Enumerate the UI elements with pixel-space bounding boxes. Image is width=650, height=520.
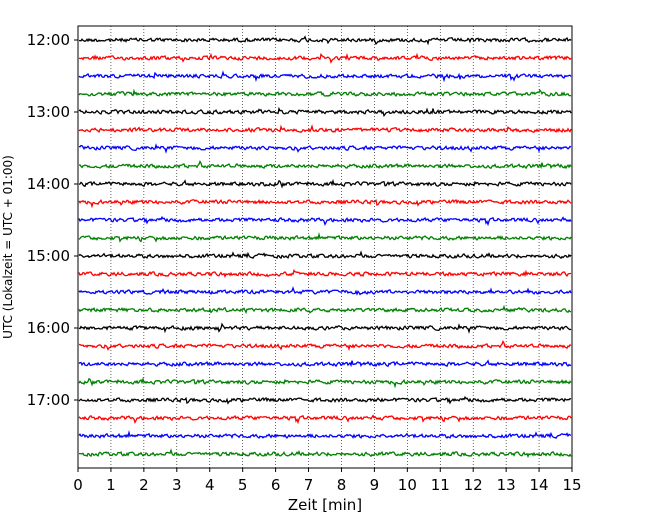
trace-line	[78, 359, 572, 368]
x-tick-label: 3	[172, 476, 182, 494]
y-tick-label: 13:00	[27, 103, 70, 121]
x-tick-label: 4	[205, 476, 215, 494]
x-tick-label: 10	[398, 476, 417, 494]
x-tick-label: 13	[497, 476, 516, 494]
trace-line	[78, 143, 572, 154]
trace-line	[78, 198, 572, 209]
trace-line	[78, 35, 572, 46]
y-axis: 12:00 13:00 14:00 15:00 16:00 17:00	[27, 31, 78, 409]
y-tick-label: 12:00	[27, 31, 70, 49]
trace-line	[78, 340, 572, 352]
y-tick-label: 14:00	[27, 175, 70, 193]
x-tick-label: 6	[271, 476, 281, 494]
trace-line	[78, 88, 572, 98]
trace-line	[78, 376, 572, 389]
y-tick-label: 15:00	[27, 247, 70, 265]
traces	[78, 35, 572, 459]
y-tick-label: 16:00	[27, 319, 70, 337]
x-tick-label: 11	[431, 476, 450, 494]
y-axis-label: UTC (Lokalzeit = UTC + 01:00)	[1, 155, 15, 339]
trace-line	[78, 429, 572, 439]
x-tick-label: 5	[238, 476, 248, 494]
trace-line	[78, 395, 572, 405]
x-axis: 0 1 2 3 4 5 6 7 8 9 10 11 12 13 14 15	[73, 468, 582, 494]
trace-line	[78, 250, 572, 260]
trace-line	[78, 286, 572, 296]
trace-line	[78, 160, 572, 170]
x-tick-label: 8	[337, 476, 347, 494]
x-axis-label: Zeit [min]	[288, 496, 362, 514]
trace-line	[78, 106, 572, 118]
y-tick-label: 17:00	[27, 391, 70, 409]
trace-line	[78, 414, 572, 425]
trace-line	[78, 448, 572, 459]
x-tick-label: 15	[562, 476, 581, 494]
x-tick-label: 9	[370, 476, 380, 494]
trace-line	[78, 70, 572, 83]
trace-line	[78, 178, 572, 189]
x-tick-label: 14	[530, 476, 549, 494]
x-tick-label: 2	[139, 476, 149, 494]
x-tick-label: 7	[304, 476, 314, 494]
trace-line	[78, 231, 572, 243]
x-tick-label: 12	[464, 476, 483, 494]
trace-line	[78, 269, 572, 279]
x-tick-label: 0	[73, 476, 83, 494]
trace-line	[78, 304, 572, 315]
trace-line	[78, 52, 572, 64]
trace-line	[78, 124, 572, 134]
plot-frame	[77, 25, 573, 469]
trace-line	[78, 215, 572, 227]
trace-line	[78, 322, 572, 334]
x-tick-label: 1	[106, 476, 116, 494]
